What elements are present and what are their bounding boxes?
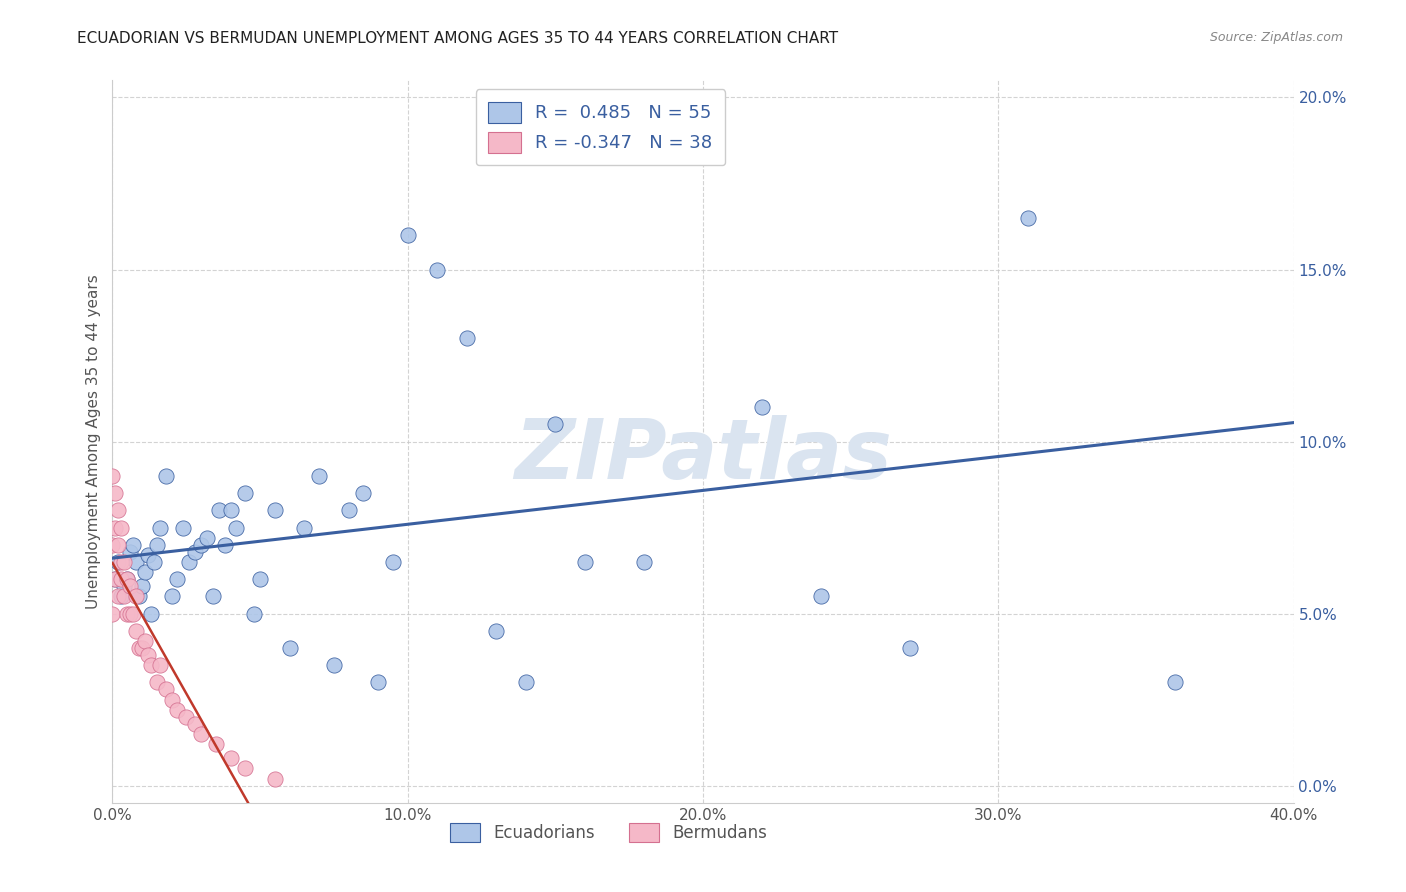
- Point: [107, 503, 129, 517]
- Point: [110, 555, 132, 569]
- Point: [101, 469, 124, 483]
- Point: [1164, 675, 1187, 690]
- Point: [810, 590, 832, 604]
- Point: [337, 503, 360, 517]
- Point: [110, 520, 132, 534]
- Point: [208, 503, 231, 517]
- Point: [117, 572, 138, 586]
- Point: [219, 751, 242, 765]
- Point: [195, 531, 218, 545]
- Point: [219, 503, 242, 517]
- Point: [426, 262, 449, 277]
- Point: [112, 579, 135, 593]
- Point: [264, 503, 287, 517]
- Text: ZIPatlas: ZIPatlas: [515, 416, 891, 497]
- Point: [122, 538, 145, 552]
- Point: [101, 538, 124, 552]
- Point: [515, 675, 537, 690]
- Point: [160, 692, 183, 706]
- Point: [112, 555, 135, 569]
- Point: [278, 640, 301, 655]
- Point: [101, 607, 124, 621]
- Point: [131, 640, 153, 655]
- Point: [367, 675, 389, 690]
- Point: [155, 682, 177, 697]
- Text: Source: ZipAtlas.com: Source: ZipAtlas.com: [1209, 31, 1343, 45]
- Point: [128, 590, 150, 604]
- Point: [633, 555, 655, 569]
- Point: [149, 658, 172, 673]
- Point: [117, 572, 138, 586]
- Point: [308, 469, 330, 483]
- Point: [396, 228, 419, 243]
- Point: [146, 675, 169, 690]
- Point: [184, 716, 207, 731]
- Point: [131, 579, 153, 593]
- Point: [160, 590, 183, 604]
- Point: [107, 538, 129, 552]
- Point: [184, 544, 207, 558]
- Point: [233, 761, 256, 775]
- Point: [134, 566, 156, 580]
- Point: [382, 555, 405, 569]
- Point: [110, 572, 132, 586]
- Point: [249, 572, 271, 586]
- Point: [292, 520, 315, 534]
- Point: [205, 737, 228, 751]
- Point: [142, 555, 165, 569]
- Point: [128, 640, 150, 655]
- Point: [456, 331, 478, 345]
- Point: [104, 572, 127, 586]
- Point: [122, 607, 145, 621]
- Point: [120, 579, 142, 593]
- Point: [120, 607, 142, 621]
- Point: [214, 538, 236, 552]
- Point: [120, 544, 142, 558]
- Point: [574, 555, 596, 569]
- Point: [898, 640, 921, 655]
- Point: [174, 710, 197, 724]
- Y-axis label: Unemployment Among Ages 35 to 44 years: Unemployment Among Ages 35 to 44 years: [86, 274, 101, 609]
- Point: [139, 658, 162, 673]
- Point: [166, 572, 188, 586]
- Point: [179, 555, 201, 569]
- Point: [544, 417, 567, 432]
- Point: [104, 486, 127, 500]
- Text: ECUADORIAN VS BERMUDAN UNEMPLOYMENT AMONG AGES 35 TO 44 YEARS CORRELATION CHART: ECUADORIAN VS BERMUDAN UNEMPLOYMENT AMON…: [77, 31, 838, 46]
- Point: [692, 125, 714, 139]
- Point: [125, 555, 148, 569]
- Point: [125, 590, 148, 604]
- Point: [166, 703, 188, 717]
- Point: [264, 772, 287, 786]
- Point: [104, 520, 127, 534]
- Point: [323, 658, 346, 673]
- Point: [104, 572, 127, 586]
- Point: [172, 520, 194, 534]
- Point: [149, 520, 172, 534]
- Point: [136, 548, 159, 562]
- Point: [751, 400, 773, 414]
- Point: [243, 607, 266, 621]
- Legend: Ecuadorians, Bermudans: Ecuadorians, Bermudans: [444, 816, 773, 848]
- Point: [136, 648, 159, 662]
- Point: [352, 486, 374, 500]
- Point: [107, 555, 129, 569]
- Point: [155, 469, 177, 483]
- Point: [107, 590, 129, 604]
- Point: [1017, 211, 1039, 225]
- Point: [112, 590, 135, 604]
- Point: [139, 607, 162, 621]
- Point: [233, 486, 256, 500]
- Point: [485, 624, 508, 638]
- Point: [190, 538, 212, 552]
- Point: [225, 520, 247, 534]
- Point: [146, 538, 169, 552]
- Point: [201, 590, 224, 604]
- Point: [190, 727, 212, 741]
- Point: [110, 590, 132, 604]
- Point: [134, 634, 156, 648]
- Point: [117, 607, 138, 621]
- Point: [125, 624, 148, 638]
